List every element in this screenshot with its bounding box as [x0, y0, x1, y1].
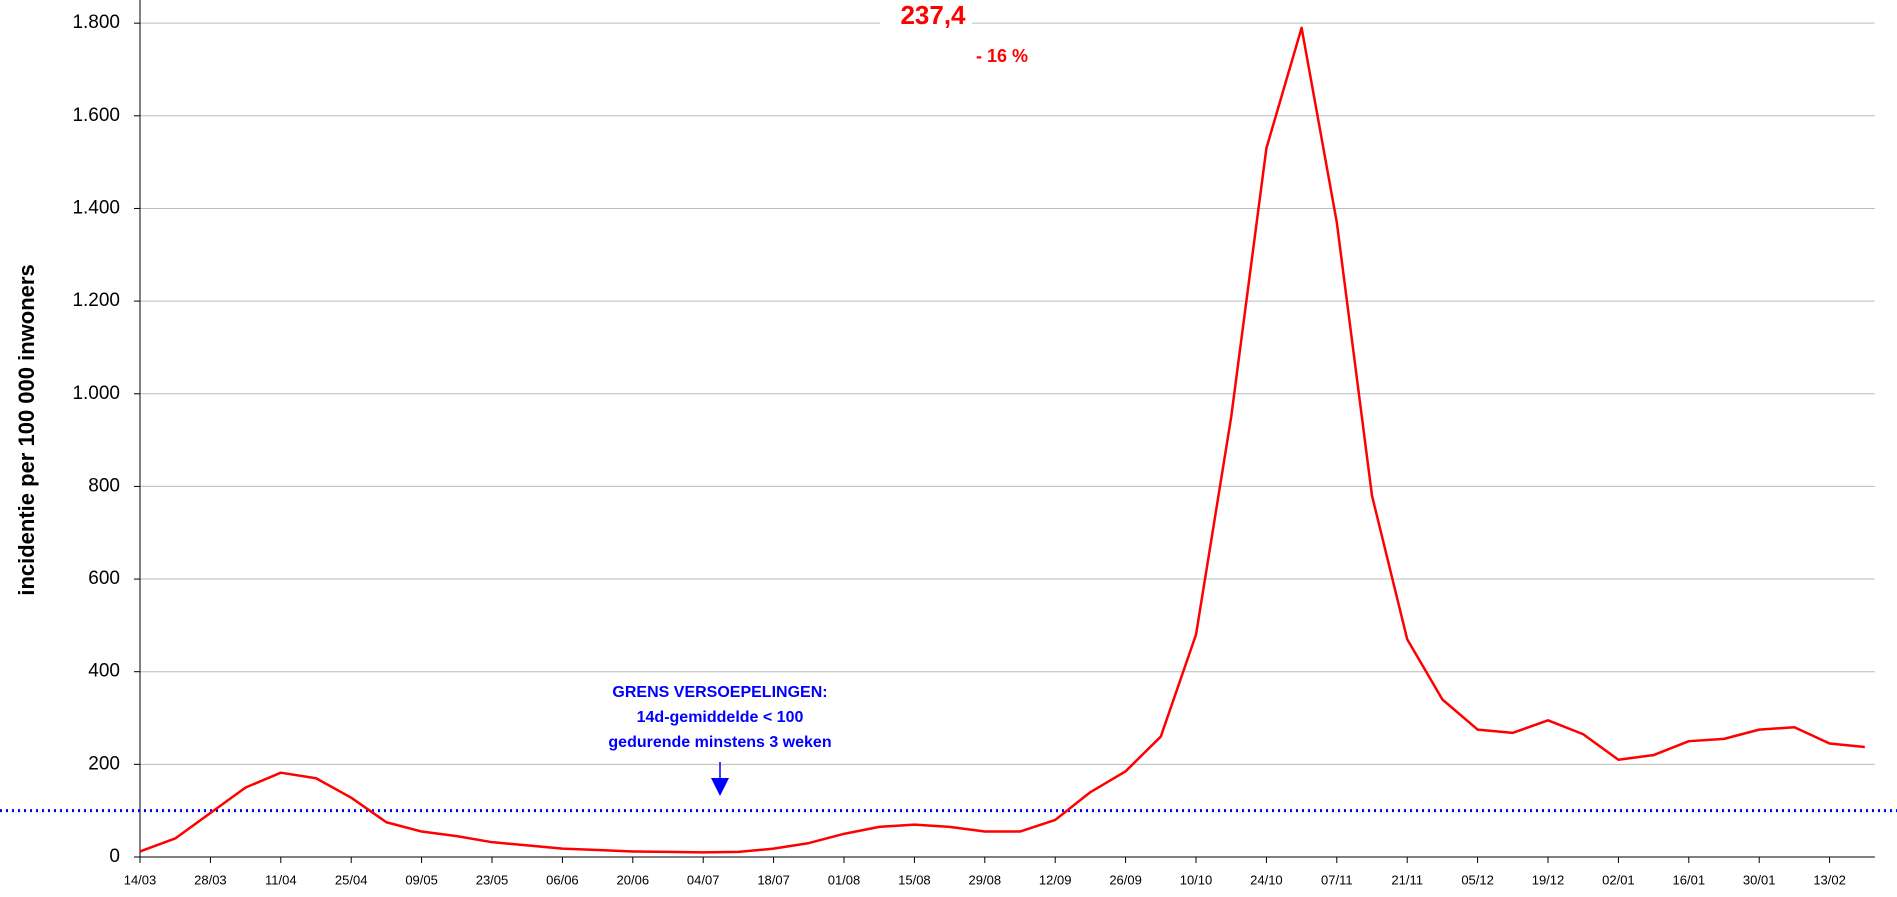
x-tick-label: 18/07 — [757, 872, 790, 887]
x-tick-label: 25/04 — [335, 872, 368, 887]
threshold-note: 14d-gemiddelde < 100 — [637, 709, 804, 726]
x-tick-label: 02/01 — [1602, 872, 1635, 887]
x-tick-label: 09/05 — [405, 872, 438, 887]
y-tick-label: 400 — [88, 661, 120, 682]
y-tick-label: 1.200 — [72, 290, 120, 311]
x-tick-label: 29/08 — [969, 872, 1002, 887]
x-tick-label: 20/06 — [617, 872, 650, 887]
y-tick-label: 0 — [109, 846, 120, 867]
x-tick-label: 07/11 — [1321, 872, 1353, 887]
x-tick-label: 19/12 — [1532, 872, 1565, 887]
x-tick-label: 30/01 — [1743, 872, 1776, 887]
threshold-note: gedurende minstens 3 weken — [608, 734, 831, 751]
y-tick-label: 1.000 — [72, 383, 120, 404]
y-tick-label: 200 — [88, 753, 120, 774]
y-tick-label: 1.600 — [72, 105, 120, 126]
x-tick-label: 24/10 — [1250, 872, 1283, 887]
y-tick-label: 800 — [88, 475, 120, 496]
label-background — [960, 36, 1042, 68]
x-tick-label: 16/01 — [1673, 872, 1706, 887]
x-tick-label: 28/03 — [194, 872, 227, 887]
y-tick-label: 1.800 — [72, 12, 120, 33]
arrow-head — [711, 778, 729, 796]
x-tick-label: 13/02 — [1813, 872, 1846, 887]
y-tick-label: 1.400 — [72, 197, 120, 218]
label-background — [880, 0, 972, 34]
value-label: 237,4 — [900, 0, 966, 30]
x-tick-label: 23/05 — [476, 872, 509, 887]
y-tick-label: 600 — [88, 568, 120, 589]
x-tick-label: 06/06 — [546, 872, 579, 887]
x-tick-label: 10/10 — [1180, 872, 1213, 887]
x-tick-label: 14/03 — [124, 872, 157, 887]
x-tick-label: 26/09 — [1109, 872, 1142, 887]
data-line — [139, 26, 1865, 854]
x-tick-label: 04/07 — [687, 872, 720, 887]
threshold-note: GRENS VERSOEPELINGEN: — [612, 684, 827, 701]
x-tick-label: 21/11 — [1391, 872, 1423, 887]
x-tick-label: 01/08 — [828, 872, 861, 887]
change-label: - 16 % — [976, 46, 1028, 66]
x-tick-label: 05/12 — [1461, 872, 1494, 887]
x-tick-label: 12/09 — [1039, 872, 1072, 887]
y-axis-label: incidentie per 100 000 inwoners — [14, 264, 39, 595]
x-tick-label: 15/08 — [898, 872, 931, 887]
x-tick-label: 11/04 — [265, 872, 297, 887]
